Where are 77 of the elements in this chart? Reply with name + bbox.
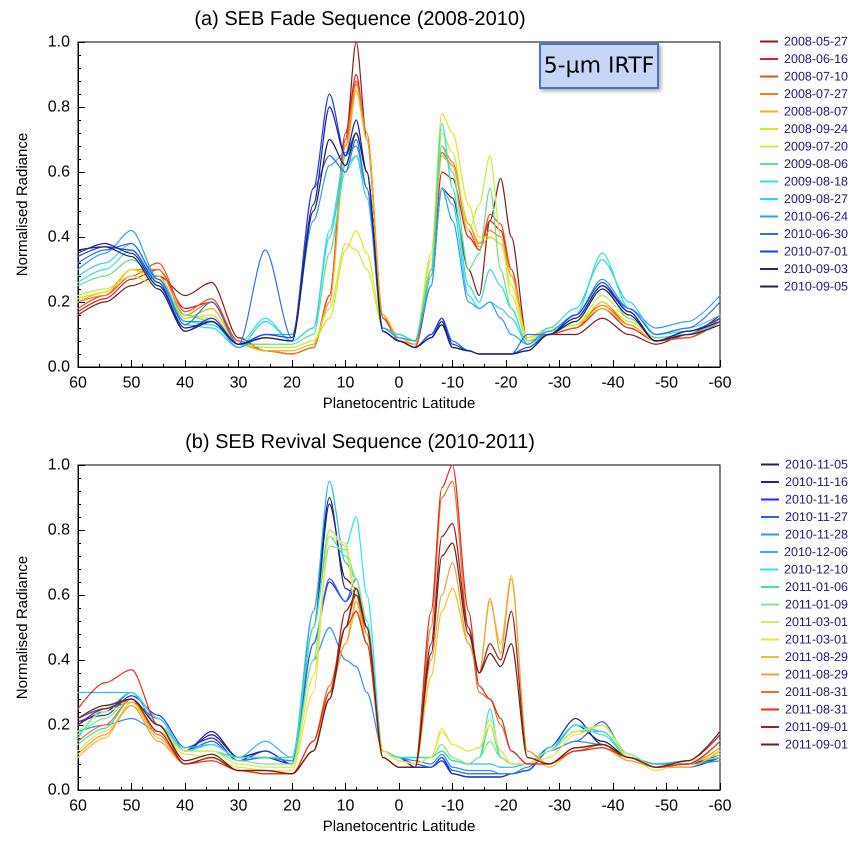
y-tick-label: 0.0 xyxy=(48,358,70,376)
legend-label: 2011-01-09 xyxy=(784,598,848,612)
x-tick-label: 30 xyxy=(230,374,248,392)
legend-label: 2011-08-29 xyxy=(784,668,848,682)
chart-title: (a) SEB Fade Sequence (2008-2010) xyxy=(194,8,526,30)
legend-label: 2010-06-24 xyxy=(784,210,848,224)
y-tick-label: 0.8 xyxy=(48,522,70,538)
y-tick-label: 1.0 xyxy=(48,34,70,50)
legend-label: 2010-09-03 xyxy=(784,262,848,276)
legend-label: 2010-12-10 xyxy=(784,562,848,576)
legend-label: 2010-12-06 xyxy=(784,545,848,559)
legend-label: 2010-06-30 xyxy=(784,227,848,241)
x-tick-label: -10 xyxy=(440,374,464,392)
x-tick-label: 0 xyxy=(394,374,404,392)
y-tick-label: 1.0 xyxy=(48,456,70,474)
x-tick-label: 40 xyxy=(176,798,194,814)
legend-label: 2010-07-01 xyxy=(784,244,848,258)
x-tick-label: -10 xyxy=(440,798,464,814)
x-tick-label: -40 xyxy=(601,374,625,392)
x-tick-label: 30 xyxy=(230,798,248,814)
x-tick-label: -60 xyxy=(708,374,732,392)
legend-label: 2011-09-01 xyxy=(784,720,848,734)
y-axis-title: Normalised Radiance xyxy=(14,132,31,276)
y-tick-label: 0.8 xyxy=(48,98,70,116)
legend-label: 2010-11-16 xyxy=(784,475,848,489)
legend-label: 2009-08-06 xyxy=(784,157,848,171)
legend-label: 2009-08-27 xyxy=(784,192,848,206)
legend-label: 2008-06-16 xyxy=(784,52,848,66)
legend-label: 2009-08-18 xyxy=(784,174,848,188)
legend-label: 2011-03-01 xyxy=(784,632,848,646)
legend-label: 2010-11-28 xyxy=(784,528,848,542)
x-tick-label: -20 xyxy=(494,798,518,814)
x-tick-label: -30 xyxy=(548,798,572,814)
x-tick-label: 60 xyxy=(69,374,87,392)
x-axis-title: Planetocentric Latitude xyxy=(322,394,476,412)
x-tick-label: 10 xyxy=(336,798,354,814)
y-tick-label: 0.2 xyxy=(48,294,70,310)
legend-label: 2011-08-31 xyxy=(784,702,848,716)
x-tick-label: 40 xyxy=(176,374,194,392)
legend-label: 2011-01-06 xyxy=(784,580,848,594)
x-tick-label: -60 xyxy=(708,798,732,814)
x-tick-label: 20 xyxy=(283,798,301,814)
legend-label: 2010-11-05 xyxy=(784,458,848,472)
x-axis-title: Planetocentric Latitude xyxy=(322,818,476,835)
x-tick-label: 10 xyxy=(336,374,354,392)
legend-label: 2008-09-24 xyxy=(784,122,848,136)
legend-label: 2010-09-05 xyxy=(784,280,848,294)
legend-label: 2009-07-20 xyxy=(784,140,848,154)
y-tick-label: 0.2 xyxy=(48,716,70,734)
legend-label: 2011-08-29 xyxy=(784,650,848,664)
legend-label: 2011-08-31 xyxy=(784,685,848,699)
x-tick-label: -50 xyxy=(654,798,678,814)
y-tick-label: 0.6 xyxy=(48,164,70,180)
y-tick-label: 0.6 xyxy=(48,586,70,604)
annotation: 5-μm IRTF xyxy=(544,54,654,78)
x-tick-label: -40 xyxy=(601,798,625,814)
y-tick-label: 0.4 xyxy=(48,228,70,246)
legend-label: 2008-07-10 xyxy=(784,70,848,84)
y-tick-label: 0.4 xyxy=(48,652,70,668)
x-tick-label: 50 xyxy=(122,374,140,392)
x-tick-label: 0 xyxy=(394,798,404,814)
legend-label: 2011-03-01 xyxy=(784,615,848,629)
x-tick-label: -30 xyxy=(548,374,572,392)
legend-label: 2010-11-16 xyxy=(784,492,848,506)
legend-label: 2008-05-27 xyxy=(784,34,848,48)
x-tick-label: -50 xyxy=(654,374,678,392)
y-tick-label: 0.0 xyxy=(48,782,70,798)
legend-label: 2010-11-27 xyxy=(784,510,848,524)
x-tick-label: 60 xyxy=(69,798,87,814)
x-tick-label: -20 xyxy=(494,374,518,392)
legend-label: 2011-09-01 xyxy=(784,738,848,752)
legend-label: 2008-08-07 xyxy=(784,104,848,118)
legend-label: 2008-07-27 xyxy=(784,87,848,101)
chart-title: (b) SEB Revival Sequence (2010-2011) xyxy=(185,431,535,453)
y-axis-title: Normalised Radiance xyxy=(14,556,31,700)
x-tick-label: 50 xyxy=(122,798,140,814)
x-tick-label: 20 xyxy=(283,374,301,392)
